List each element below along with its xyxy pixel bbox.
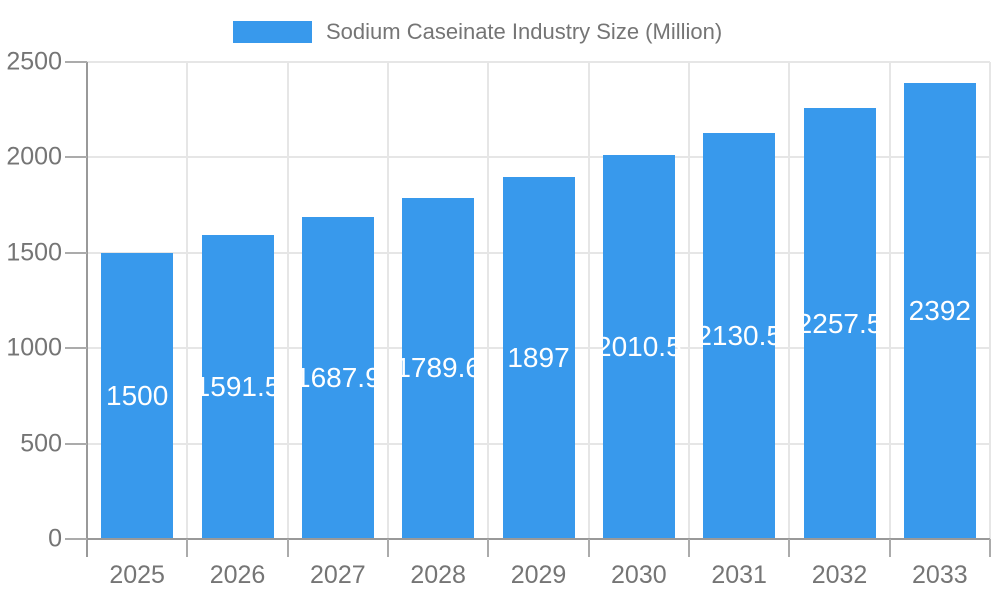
x-axis-label: 2030 bbox=[611, 561, 667, 589]
bar-value-label: 2257.5 bbox=[796, 307, 883, 339]
x-grid-line bbox=[888, 62, 891, 539]
x-grid-line bbox=[587, 62, 590, 539]
bar[interactable] bbox=[402, 197, 475, 539]
bar[interactable] bbox=[201, 235, 274, 539]
bar-value-label: 2010.5 bbox=[596, 331, 682, 363]
x-tick bbox=[186, 539, 189, 557]
y-tick bbox=[65, 347, 87, 350]
x-grid-line bbox=[186, 62, 189, 539]
y-axis-label: 2500 bbox=[6, 47, 62, 76]
x-axis-label: 2033 bbox=[912, 561, 968, 589]
y-axis-label: 2000 bbox=[6, 142, 62, 171]
y-grid-line bbox=[87, 156, 990, 159]
x-axis-label: 2026 bbox=[209, 561, 266, 589]
x-tick bbox=[387, 539, 389, 557]
bar-value-label: 2392 bbox=[908, 294, 971, 326]
bar-value-label: 1500 bbox=[106, 379, 169, 411]
legend: Sodium Caseinate Industry Size (Million) bbox=[233, 19, 722, 44]
y-grid-line bbox=[87, 61, 990, 63]
x-tick bbox=[286, 539, 289, 557]
x-axis-line bbox=[86, 538, 990, 540]
x-tick bbox=[487, 539, 490, 557]
x-grid-line bbox=[688, 62, 690, 539]
y-axis-label: 0 bbox=[48, 524, 62, 553]
y-tick bbox=[65, 538, 87, 540]
bar[interactable] bbox=[101, 252, 174, 539]
x-grid-line bbox=[286, 62, 289, 539]
bar[interactable] bbox=[803, 108, 876, 539]
y-tick bbox=[65, 61, 87, 63]
bar[interactable] bbox=[903, 82, 976, 539]
x-axis-label: 2025 bbox=[109, 561, 165, 589]
x-grid-line bbox=[989, 62, 991, 539]
bar-value-label: 1591.5 bbox=[194, 371, 281, 403]
y-tick bbox=[65, 442, 87, 445]
bar-value-label: 1687.9 bbox=[295, 361, 381, 393]
y-tick bbox=[65, 251, 87, 254]
x-tick bbox=[888, 539, 891, 557]
bar[interactable] bbox=[301, 216, 374, 539]
y-axis-line bbox=[86, 62, 88, 557]
bar[interactable] bbox=[602, 155, 675, 539]
x-grid-line bbox=[487, 62, 490, 539]
x-grid-line bbox=[788, 62, 791, 539]
bar[interactable] bbox=[703, 132, 776, 539]
legend-label: Sodium Caseinate Industry Size (Million) bbox=[326, 19, 723, 44]
x-tick bbox=[587, 539, 590, 557]
x-axis-label: 2032 bbox=[811, 561, 868, 589]
y-axis-label: 1000 bbox=[6, 333, 62, 362]
x-axis-label: 2031 bbox=[711, 561, 767, 589]
x-grid-line bbox=[387, 62, 389, 539]
y-axis-label: 1500 bbox=[6, 238, 62, 267]
bar-value-label: 1897 bbox=[507, 342, 570, 374]
bar-value-label: 1789.6 bbox=[395, 352, 481, 384]
y-tick bbox=[65, 156, 87, 159]
legend-swatch bbox=[233, 20, 312, 43]
x-axis-label: 2028 bbox=[410, 561, 466, 589]
x-tick bbox=[688, 539, 690, 557]
x-tick bbox=[989, 539, 991, 557]
x-tick bbox=[788, 539, 791, 557]
bar-value-label: 2130.5 bbox=[696, 319, 782, 351]
x-axis-label: 2029 bbox=[510, 561, 567, 589]
x-axis-label: 2027 bbox=[310, 561, 366, 589]
bar[interactable] bbox=[502, 177, 575, 539]
y-axis-label: 500 bbox=[20, 429, 62, 458]
